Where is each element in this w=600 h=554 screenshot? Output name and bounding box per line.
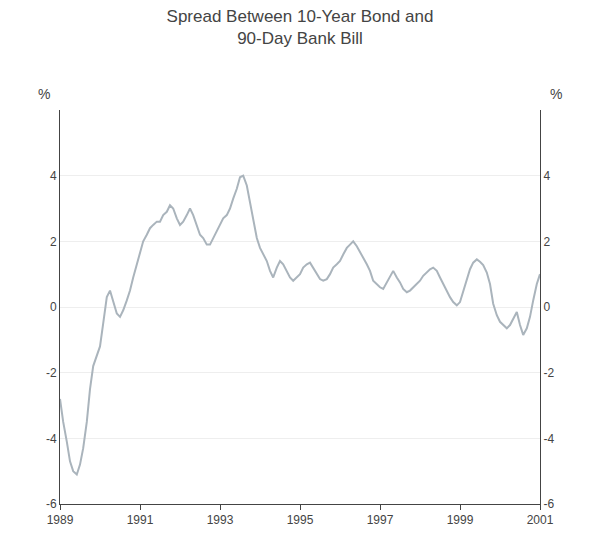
- svg-text:1997: 1997: [367, 513, 394, 527]
- svg-text:-4: -4: [543, 432, 554, 446]
- svg-text:1999: 1999: [447, 513, 474, 527]
- svg-text:0: 0: [543, 300, 550, 314]
- svg-text:Spread Between 10-Year Bond an: Spread Between 10-Year Bond and90-Day Ba…: [167, 7, 434, 48]
- svg-text:%: %: [38, 86, 50, 102]
- svg-text:-2: -2: [543, 366, 554, 380]
- svg-text:2001: 2001: [527, 513, 554, 527]
- svg-text:2: 2: [543, 235, 550, 249]
- svg-text:0: 0: [50, 300, 57, 314]
- svg-text:-4: -4: [46, 432, 57, 446]
- svg-text:2: 2: [50, 235, 57, 249]
- svg-text:4: 4: [543, 169, 550, 183]
- svg-text:%: %: [550, 86, 562, 102]
- svg-text:-6: -6: [543, 497, 554, 511]
- svg-text:1989: 1989: [47, 513, 74, 527]
- svg-text:4: 4: [50, 169, 57, 183]
- svg-text:1991: 1991: [127, 513, 154, 527]
- svg-text:1993: 1993: [207, 513, 234, 527]
- svg-text:-2: -2: [46, 366, 57, 380]
- svg-text:1995: 1995: [287, 513, 314, 527]
- svg-text:-6: -6: [46, 497, 57, 511]
